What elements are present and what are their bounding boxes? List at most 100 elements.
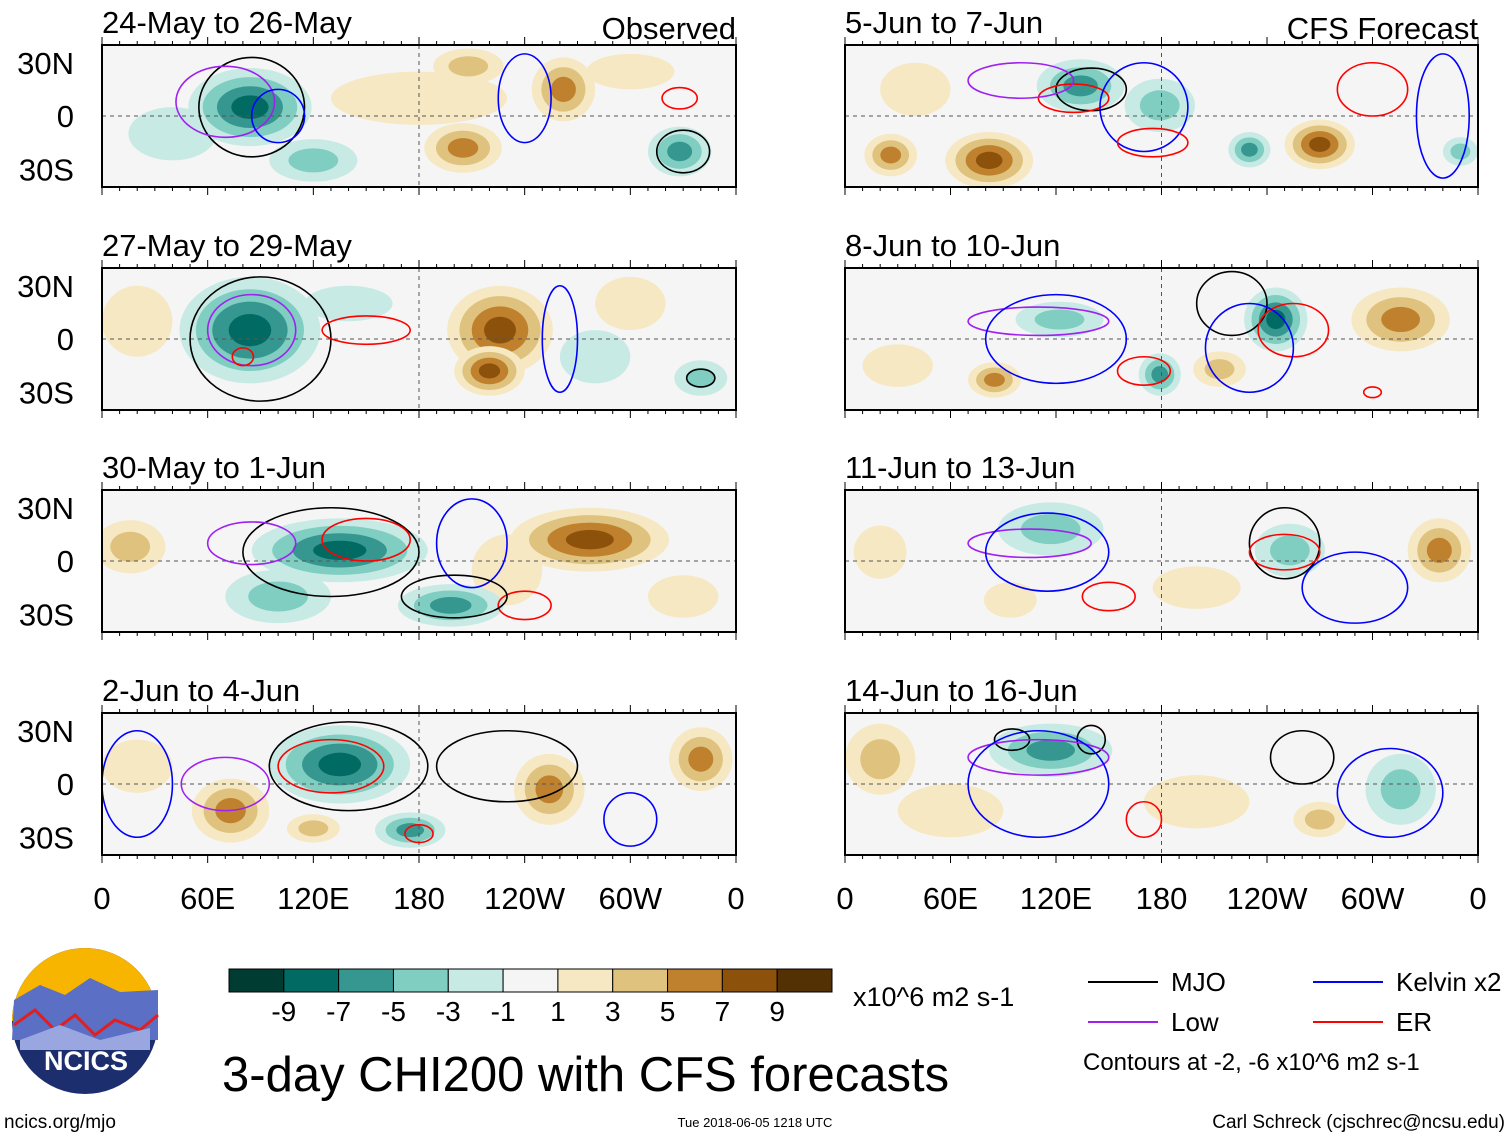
er-contour [1362, 386, 1383, 399]
mjo-contour [435, 729, 579, 803]
map-panel: 27-May to 29-May 30N 0 30S [17, 228, 737, 418]
colorbar-swatch [447, 968, 504, 993]
anomaly-band [688, 746, 714, 772]
map-panel: 14-Jun to 16-Jun 0 60E 120E 180 120W 60W 0 [836, 673, 1486, 916]
legend-label: Low [1171, 1007, 1219, 1037]
colorbar-swatch [721, 968, 778, 993]
mjo-contour [1248, 506, 1321, 580]
panel-title: 30-May to 1-Jun [102, 450, 326, 485]
colorbar: -9 -7 -5 -3 -1 1 3 5 7 9 [228, 968, 833, 1027]
section-label: CFS Forecast [1287, 11, 1479, 46]
y-tick-label: 30N [17, 269, 74, 304]
kelvin-contour [603, 792, 658, 847]
x-tick-label: 180 [1136, 881, 1188, 916]
panel-title: 24-May to 26-May [102, 5, 352, 40]
mjo-contour [1269, 729, 1335, 785]
colorbar-label: -7 [326, 996, 351, 1027]
legend: MJO Kelvin x2 Low ER [1088, 967, 1502, 1037]
anomaly-band [1020, 514, 1081, 545]
er-contour [497, 590, 552, 621]
mjo-contour [198, 56, 306, 158]
kelvin-contour [435, 498, 508, 589]
low-contour [967, 738, 1110, 776]
er-contour [404, 824, 434, 844]
panel-title: 27-May to 29-May [102, 228, 352, 263]
timestamp: Tue 2018-06-05 1218 UTC [678, 1115, 833, 1130]
anomaly-band [248, 581, 308, 612]
units-label: x10^6 m2 s-1 [853, 982, 1014, 1012]
anomaly-band [1026, 739, 1075, 761]
map-panel: 5-Jun to 7-Jun CFS Forecast [844, 5, 1479, 195]
anomaly-band [559, 330, 631, 384]
anomaly-band [231, 95, 269, 119]
anomaly-band [1266, 309, 1286, 330]
x-tick-label: 0 [727, 881, 744, 916]
anomaly-band [1139, 90, 1180, 121]
er-contour [231, 347, 255, 367]
x-tick-label: 180 [393, 881, 445, 916]
y-tick-label: 30S [19, 597, 74, 632]
mjo-contour [400, 574, 508, 619]
er-contour [321, 517, 411, 562]
colorbar-swatch [557, 968, 614, 993]
legend-label: ER [1396, 1007, 1432, 1037]
anomaly-band [313, 540, 367, 561]
anomaly-band [880, 62, 951, 116]
mjo-contour [1195, 270, 1268, 337]
anomaly-band [447, 138, 479, 158]
y-tick-label: 30S [19, 375, 74, 410]
panel-title: 11-Jun to 13-Jun [845, 450, 1075, 485]
x-tick-label: 0 [1469, 881, 1486, 916]
colorbar-swatch [502, 968, 559, 993]
anomaly-band [685, 368, 716, 389]
anomaly-band [862, 344, 933, 387]
kelvin-contour [984, 293, 1128, 385]
anomaly-band [429, 596, 472, 614]
anomaly-band [102, 739, 173, 793]
low-contour [206, 293, 297, 367]
colorbar-swatch [667, 968, 723, 993]
anomaly-band [1450, 143, 1471, 160]
anomaly-band [550, 76, 576, 102]
anomaly-band [1426, 537, 1452, 563]
colorbar-swatch [338, 968, 394, 993]
er-contour [1116, 355, 1172, 386]
anomaly-band [647, 575, 719, 618]
map-panel: 30-May to 1-Jun 30N 0 30S [17, 450, 737, 640]
anomaly-band [1241, 142, 1258, 157]
x-tick-label: 60E [923, 881, 978, 916]
er-contour [1116, 127, 1189, 158]
anomaly-band [318, 752, 362, 777]
anomaly-band [484, 316, 516, 344]
anomaly-band [1143, 775, 1250, 829]
er-contour [1125, 800, 1163, 839]
low-contour [967, 61, 1075, 100]
mjo-contour [655, 129, 711, 174]
er-contour [1081, 581, 1136, 612]
colorbar-label: 9 [769, 996, 785, 1027]
x-tick-label: 60W [598, 881, 662, 916]
colorbar-swatch [776, 968, 833, 993]
er-contour [1037, 83, 1110, 114]
mjo-contour [685, 368, 716, 388]
anomaly-band [1304, 809, 1335, 830]
panel-title: 14-Jun to 16-Jun [845, 673, 1078, 708]
colorbar-swatch [283, 968, 340, 993]
kelvin-contour [1415, 53, 1471, 179]
panel-title: 5-Jun to 7-Jun [845, 5, 1043, 40]
anomaly-band [1269, 535, 1310, 566]
anomaly-band [102, 285, 173, 357]
colorbar-label: 7 [715, 996, 731, 1027]
anomaly-band [975, 151, 1003, 169]
colorbar-label: -9 [271, 996, 296, 1027]
x-tick-label: 120W [484, 881, 566, 916]
url-text[interactable]: ncics.org/mjo [4, 1112, 116, 1133]
anomaly-band [853, 525, 907, 579]
legend-label: Kelvin x2 [1396, 967, 1502, 997]
low-contour [206, 521, 297, 566]
map-panel: 11-Jun to 13-Jun [844, 450, 1479, 640]
x-tick-label: 60W [1341, 881, 1405, 916]
credit: Carl Schreck (cjschrec@ncsu.edu) [1212, 1112, 1505, 1133]
ncics-url-link[interactable]: ncics.org/mjo [4, 1112, 116, 1133]
panel-title: 2-Jun to 4-Jun [102, 673, 300, 708]
